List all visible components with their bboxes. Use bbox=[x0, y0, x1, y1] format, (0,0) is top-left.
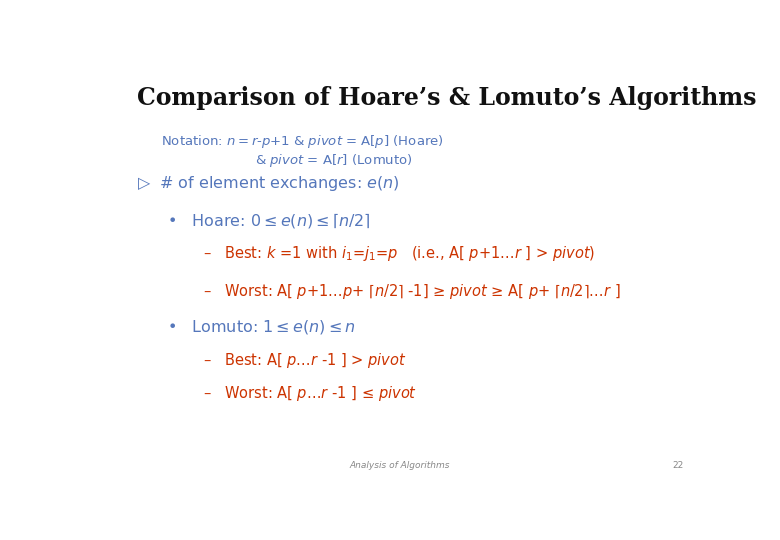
Text: –   Worst: A[ $p$+1…$p$+ $\lceil n/2 \rceil$ -1] ≥ $pivot$ ≥ A[ $p$+ $\lceil n/2: – Worst: A[ $p$+1…$p$+ $\lceil n/2 \rcei… bbox=[204, 282, 621, 301]
Text: & $pivot$ = A[$r$] (Lomuto): & $pivot$ = A[$r$] (Lomuto) bbox=[254, 152, 413, 169]
Text: Comparison of Hoare’s & Lomuto’s Algorithms: Comparison of Hoare’s & Lomuto’s Algorit… bbox=[136, 85, 757, 110]
Text: –   Best: $k$ =1 with $i_1$=$j_1$=$p$   (i.e., A[ $p$+1…$r$ ] > $pivot$): – Best: $k$ =1 with $i_1$=$j_1$=$p$ (i.e… bbox=[204, 245, 595, 264]
Text: –   Best: A[ $p$…$r$ -1 ] > $pivot$: – Best: A[ $p$…$r$ -1 ] > $pivot$ bbox=[204, 350, 407, 369]
Text: •   Hoare: $0 \leq e(n) \leq \lceil n/2 \rceil$: • Hoare: $0 \leq e(n) \leq \lceil n/2 \r… bbox=[167, 211, 370, 230]
Text: ▷  # of element exchanges: $e(n)$: ▷ # of element exchanges: $e(n)$ bbox=[136, 174, 399, 193]
Text: Notation: $n = r$-$p$+1 & $pivot$ = A[$p$] (Hoare): Notation: $n = r$-$p$+1 & $pivot$ = A[$p… bbox=[161, 133, 444, 151]
Text: –   Worst: A[ $p$…$r$ -1 ] ≤ $pivot$: – Worst: A[ $p$…$r$ -1 ] ≤ $pivot$ bbox=[204, 384, 417, 403]
Text: •   Lomuto: $1 \leq e(n) \leq n$: • Lomuto: $1 \leq e(n) \leq n$ bbox=[167, 318, 356, 336]
Text: 22: 22 bbox=[672, 461, 684, 470]
Text: Analysis of Algorithms: Analysis of Algorithms bbox=[349, 461, 450, 470]
